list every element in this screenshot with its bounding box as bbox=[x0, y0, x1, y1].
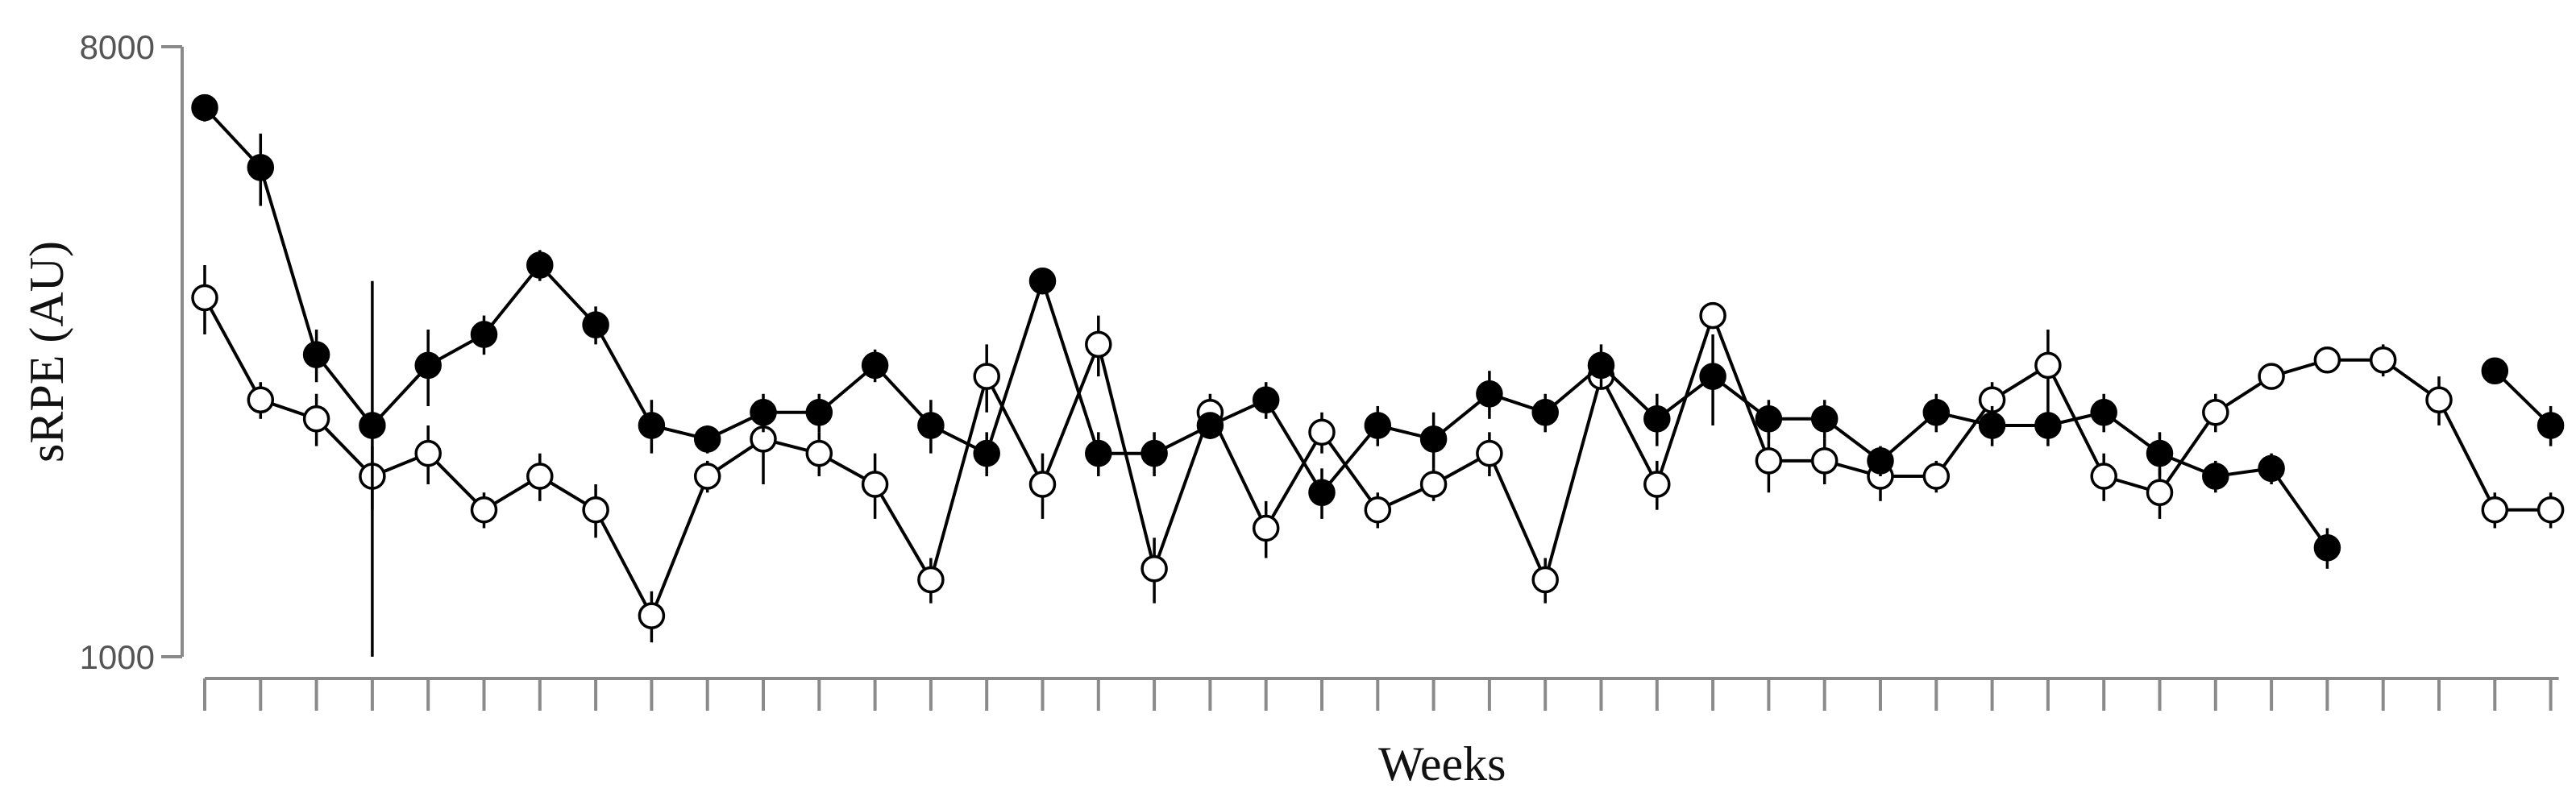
y-tick-label: 8000 bbox=[80, 28, 155, 66]
data-point bbox=[805, 439, 833, 467]
data-point bbox=[2090, 399, 2117, 426]
data-point bbox=[2202, 399, 2229, 426]
data-point bbox=[1922, 399, 1951, 426]
data-point bbox=[1755, 405, 1783, 433]
y-axis: 8000 1000 bbox=[80, 28, 184, 676]
data-point bbox=[1531, 399, 1559, 426]
data-point bbox=[414, 351, 442, 380]
data-point bbox=[359, 412, 386, 439]
data-point bbox=[1810, 405, 1839, 433]
data-point bbox=[2146, 479, 2174, 507]
data-point bbox=[2034, 351, 2062, 380]
data-point bbox=[1755, 447, 1783, 475]
x-axis-title: Weeks bbox=[1378, 737, 1506, 790]
data-point bbox=[1141, 439, 1168, 467]
data-point bbox=[2258, 454, 2285, 483]
data-point bbox=[1978, 412, 2006, 439]
data-point bbox=[861, 351, 889, 380]
data-point bbox=[1141, 554, 1168, 583]
data-point bbox=[2481, 357, 2509, 384]
data-point bbox=[191, 93, 218, 122]
data-point bbox=[1922, 463, 1951, 490]
data-point bbox=[1643, 471, 1671, 498]
data-point bbox=[582, 311, 609, 338]
series-2-line bbox=[203, 297, 2551, 620]
data-point bbox=[191, 284, 218, 312]
data-point bbox=[470, 496, 498, 524]
data-point bbox=[2425, 386, 2453, 414]
data-point bbox=[1028, 471, 1057, 498]
data-point bbox=[1699, 363, 1726, 390]
data-point bbox=[693, 463, 721, 490]
data-point bbox=[1476, 439, 1503, 467]
data-point bbox=[2034, 412, 2062, 439]
data-point bbox=[693, 425, 721, 453]
data-point bbox=[917, 412, 945, 439]
x-axis bbox=[203, 677, 2559, 711]
data-point bbox=[2537, 412, 2565, 439]
data-point bbox=[1196, 412, 1224, 439]
data-point bbox=[1085, 439, 1112, 467]
data-point bbox=[1085, 330, 1112, 359]
data-point bbox=[1476, 380, 1503, 408]
data-point bbox=[302, 405, 330, 433]
y-tick-label: 1000 bbox=[80, 638, 155, 676]
data-point bbox=[2481, 496, 2509, 524]
data-point bbox=[973, 363, 1000, 390]
data-point bbox=[1587, 351, 1615, 380]
plot-area bbox=[191, 93, 2565, 657]
series-2 bbox=[191, 265, 2565, 643]
data-point bbox=[526, 463, 554, 490]
data-point bbox=[2313, 533, 2341, 562]
data-point bbox=[1643, 405, 1671, 433]
data-point bbox=[750, 399, 777, 426]
series-1 bbox=[191, 93, 2565, 657]
data-point bbox=[1252, 514, 1280, 542]
data-point bbox=[247, 386, 275, 414]
data-point bbox=[1364, 412, 1392, 439]
data-point bbox=[1252, 386, 1280, 414]
data-point bbox=[2146, 439, 2174, 467]
data-point bbox=[917, 566, 945, 594]
data-point bbox=[2202, 463, 2229, 490]
data-point bbox=[638, 602, 666, 629]
data-point bbox=[2537, 496, 2565, 524]
data-point bbox=[1810, 447, 1839, 475]
data-point bbox=[526, 251, 554, 279]
data-point bbox=[805, 399, 833, 426]
data-point bbox=[1531, 566, 1559, 594]
data-point bbox=[861, 471, 889, 498]
data-point bbox=[414, 439, 442, 467]
data-point bbox=[973, 439, 1000, 467]
data-point bbox=[582, 496, 609, 524]
data-point bbox=[302, 341, 330, 368]
data-point bbox=[638, 412, 666, 439]
series-1-line bbox=[203, 106, 2552, 549]
data-point bbox=[247, 154, 275, 181]
data-point bbox=[1867, 447, 1894, 475]
data-point bbox=[1419, 471, 1448, 498]
data-point bbox=[1699, 301, 1726, 330]
data-point bbox=[1308, 418, 1336, 446]
data-point bbox=[1364, 496, 1392, 524]
data-point bbox=[1419, 425, 1448, 453]
data-point bbox=[1028, 267, 1057, 295]
data-point bbox=[2258, 363, 2285, 390]
data-point bbox=[2313, 346, 2341, 374]
data-point bbox=[1308, 479, 1336, 507]
data-point bbox=[470, 321, 498, 348]
y-axis-title: sRPE (AU) bbox=[20, 241, 73, 463]
data-point bbox=[2369, 346, 2397, 374]
data-point bbox=[2090, 463, 2117, 490]
